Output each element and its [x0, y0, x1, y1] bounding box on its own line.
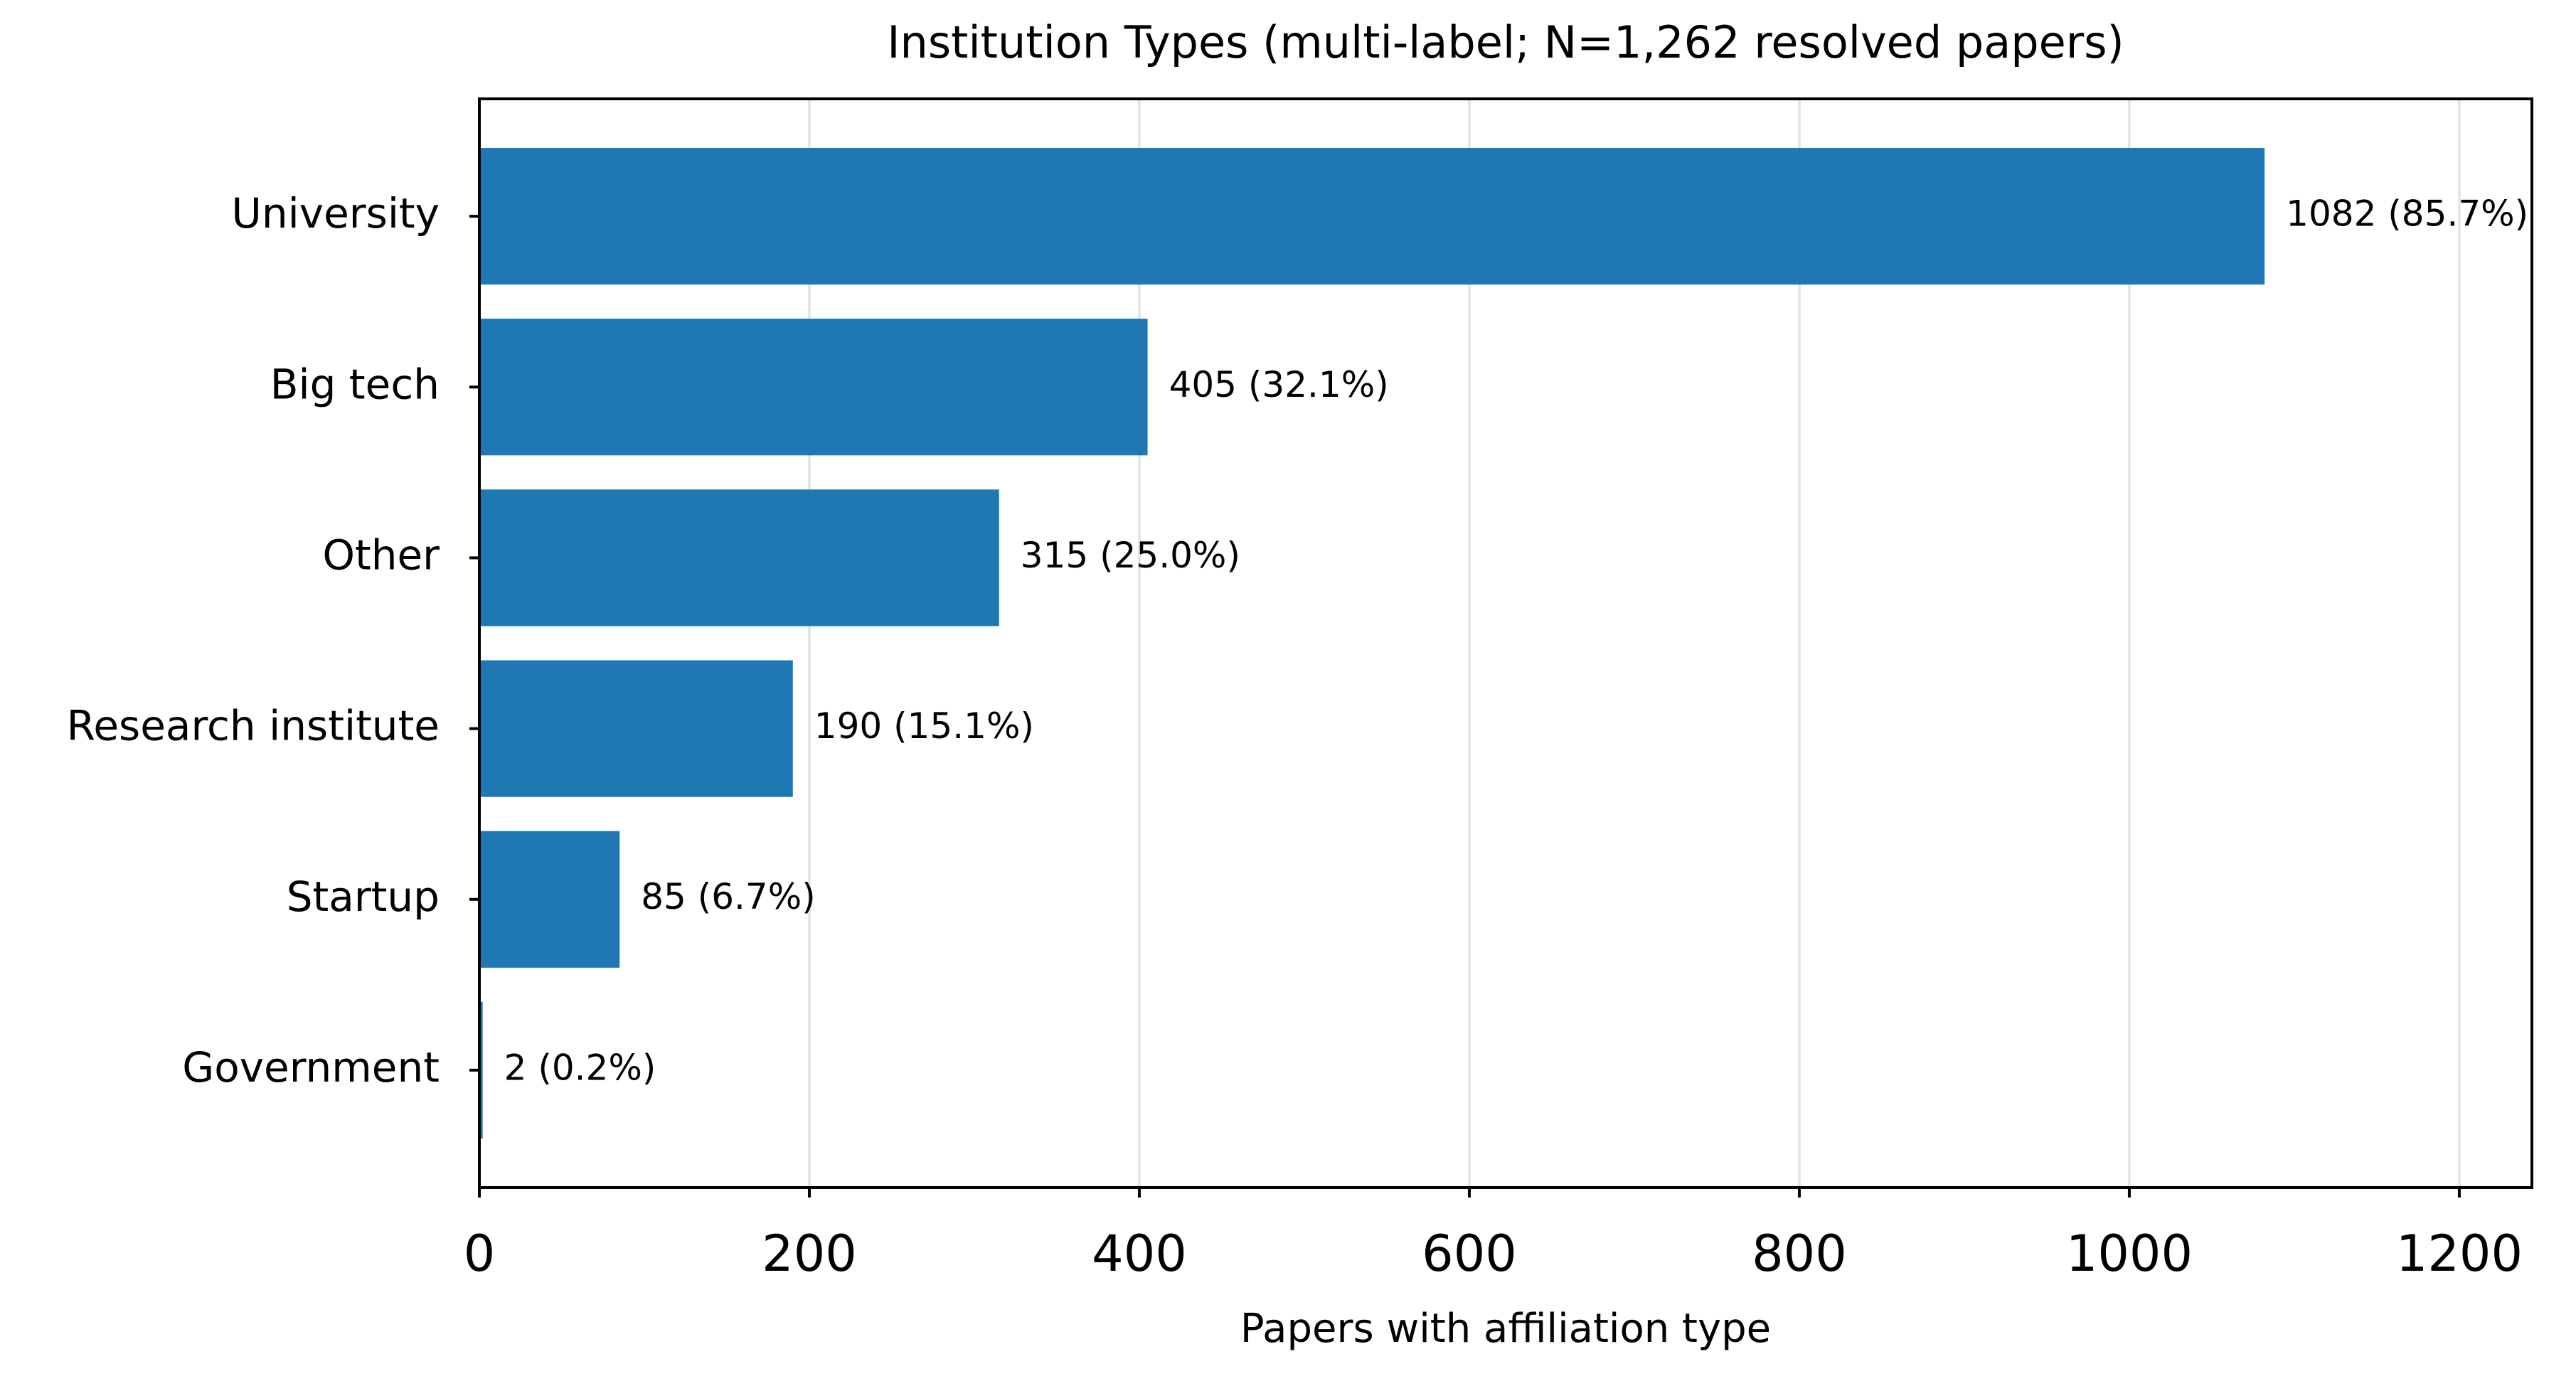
x-tick-label: 1200	[2396, 1225, 2523, 1283]
x-tick-label: 400	[1092, 1225, 1187, 1283]
axes-frame	[478, 97, 2533, 1189]
x-tick-label: 600	[1422, 1225, 1517, 1283]
bar	[479, 148, 2265, 285]
y-tick-label: Startup	[287, 873, 440, 921]
value-label: 315 (25.0%)	[1021, 535, 1240, 576]
x-axis-label: Papers with affiliation type	[1240, 1306, 1771, 1352]
chart-title: Institution Types (multi-label; N=1,262 …	[887, 16, 2124, 68]
y-tick-label: Government	[182, 1043, 440, 1092]
bar	[479, 831, 620, 968]
value-label: 2 (0.2%)	[504, 1047, 656, 1088]
value-label: 190 (15.1%)	[814, 705, 1034, 747]
x-tick-label: 0	[464, 1225, 496, 1283]
plot-area: 0 200 400 600 800 1000 1200 University 1082 (85.…	[67, 99, 2528, 1283]
x-tick-label: 200	[762, 1225, 857, 1283]
x-tick-label: 1000	[2066, 1225, 2193, 1283]
value-label: 405 (32.1%)	[1169, 364, 1389, 405]
value-label: 85 (6.7%)	[641, 876, 816, 917]
bar	[479, 1001, 483, 1139]
value-label: 1082 (85.7%)	[2286, 193, 2528, 235]
x-tick-label: 800	[1752, 1225, 1847, 1283]
y-tick-label: Big tech	[270, 360, 440, 408]
bar	[479, 319, 1148, 456]
bar	[479, 660, 793, 797]
y-tick-label: Research institute	[67, 702, 440, 750]
y-tick-label: University	[231, 189, 440, 238]
bar	[479, 489, 999, 626]
y-tick-label: Other	[322, 531, 440, 580]
